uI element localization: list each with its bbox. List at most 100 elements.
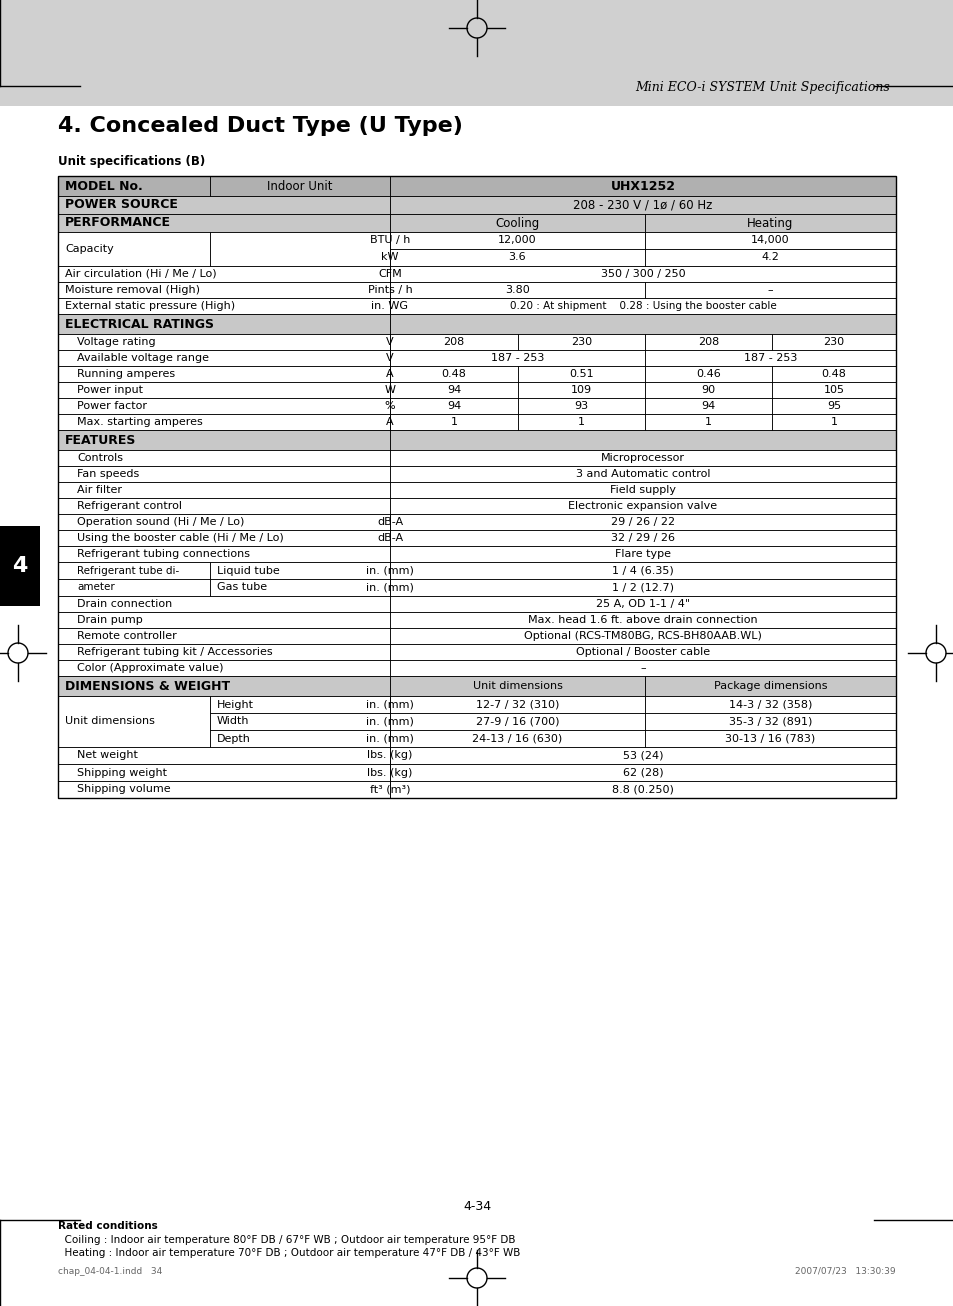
Text: 4.2: 4.2 [760, 252, 779, 263]
Bar [58, 596, 390, 613]
Bar [58, 660, 390, 677]
Bar [58, 764, 390, 781]
Text: Optional (RCS-TM80BG, RCS-BH80AAB.WL): Optional (RCS-TM80BG, RCS-BH80AAB.WL) [523, 631, 761, 641]
Text: 1: 1 [450, 417, 457, 427]
Text: 30-13 / 16 (783): 30-13 / 16 (783) [724, 734, 815, 743]
Bar [210, 713, 390, 730]
Bar [58, 282, 390, 298]
Bar [390, 660, 895, 677]
Bar [390, 498, 895, 515]
Bar [210, 562, 390, 579]
Bar [390, 398, 517, 414]
Bar [390, 366, 517, 381]
Text: Power input: Power input [77, 385, 143, 394]
Bar [644, 249, 895, 266]
Text: 105: 105 [822, 385, 843, 394]
Bar [517, 381, 644, 398]
Text: 0.48: 0.48 [821, 370, 845, 379]
Bar [210, 730, 390, 747]
Text: Controls: Controls [77, 453, 123, 464]
Text: 32 / 29 / 26: 32 / 29 / 26 [610, 533, 675, 543]
Text: 3.80: 3.80 [504, 285, 529, 295]
Bar [58, 677, 390, 696]
Text: Rated conditions: Rated conditions [58, 1221, 157, 1232]
Bar [58, 764, 390, 781]
Text: Refrigerant tubing kit / Accessories: Refrigerant tubing kit / Accessories [77, 646, 273, 657]
Text: 12-7 / 32 (310): 12-7 / 32 (310) [476, 700, 558, 709]
Bar [390, 249, 644, 266]
Bar [390, 781, 895, 798]
Text: Net weight: Net weight [77, 751, 138, 760]
Text: Remote controller: Remote controller [77, 631, 176, 641]
Text: 1: 1 [704, 417, 711, 427]
Bar [58, 214, 390, 232]
Bar [0, 526, 40, 606]
Text: 0.46: 0.46 [696, 370, 720, 379]
Bar [58, 266, 390, 282]
Text: Air circulation (Hi / Me / Lo): Air circulation (Hi / Me / Lo) [65, 269, 216, 279]
Bar [644, 282, 895, 298]
Text: Moisture removal (High): Moisture removal (High) [65, 285, 200, 295]
Text: Using the booster cable (Hi / Me / Lo): Using the booster cable (Hi / Me / Lo) [77, 533, 283, 543]
Text: Max. head 1.6 ft. above drain connection: Max. head 1.6 ft. above drain connection [528, 615, 757, 626]
Bar [390, 628, 895, 644]
Bar [390, 298, 895, 313]
Text: 24-13 / 16 (630): 24-13 / 16 (630) [472, 734, 562, 743]
Text: 8.8 (0.250): 8.8 (0.250) [612, 785, 673, 794]
Text: dB-A: dB-A [376, 517, 402, 528]
Bar [644, 282, 895, 298]
Bar [390, 613, 895, 628]
Bar [644, 366, 771, 381]
Text: –: – [639, 663, 645, 673]
Bar [390, 266, 895, 282]
Text: ELECTRICAL RATINGS: ELECTRICAL RATINGS [65, 317, 213, 330]
Bar [58, 660, 390, 677]
Text: DIMENSIONS & WEIGHT: DIMENSIONS & WEIGHT [65, 679, 230, 692]
Bar [390, 196, 895, 214]
Text: MODEL No.: MODEL No. [65, 179, 143, 192]
Text: W: W [384, 385, 395, 394]
Bar [771, 381, 895, 398]
Bar [58, 696, 210, 747]
Bar [390, 515, 895, 530]
Text: 230: 230 [570, 337, 592, 347]
Bar [390, 482, 895, 498]
Text: External static pressure (High): External static pressure (High) [65, 300, 234, 311]
Text: 4-34: 4-34 [462, 1199, 491, 1212]
Bar [390, 677, 644, 696]
Bar [58, 677, 390, 696]
Bar [390, 381, 517, 398]
Bar [58, 350, 390, 366]
Text: 2007/07/23   13:30:39: 2007/07/23 13:30:39 [795, 1267, 895, 1276]
Bar [58, 747, 390, 764]
Text: 208 - 230 V / 1ø / 60 Hz: 208 - 230 V / 1ø / 60 Hz [573, 199, 712, 212]
Bar [517, 414, 644, 430]
Bar [58, 414, 390, 430]
Bar [58, 628, 390, 644]
Bar [58, 350, 390, 366]
Bar [390, 313, 895, 334]
Text: 0.51: 0.51 [569, 370, 593, 379]
Bar [771, 334, 895, 350]
Text: 93: 93 [574, 401, 588, 411]
Bar [517, 366, 644, 381]
Bar [644, 414, 771, 430]
Text: 187 - 253: 187 - 253 [490, 353, 543, 363]
Bar [644, 232, 895, 249]
Bar [644, 713, 895, 730]
Bar [58, 176, 210, 196]
Bar [644, 381, 771, 398]
Bar [58, 313, 390, 334]
Text: Coiling : Indoor air temperature 80°F DB / 67°F WB ; Outdoor air temperature 95°: Coiling : Indoor air temperature 80°F DB… [58, 1235, 515, 1245]
Text: in. WG: in. WG [371, 300, 408, 311]
Bar [210, 730, 390, 747]
Bar [58, 562, 210, 579]
Bar [210, 579, 390, 596]
Text: ameter: ameter [77, 582, 114, 593]
Bar [210, 176, 390, 196]
Bar [390, 176, 895, 196]
Bar [210, 232, 390, 266]
Bar [644, 334, 771, 350]
Bar [58, 282, 390, 298]
Bar [390, 613, 895, 628]
